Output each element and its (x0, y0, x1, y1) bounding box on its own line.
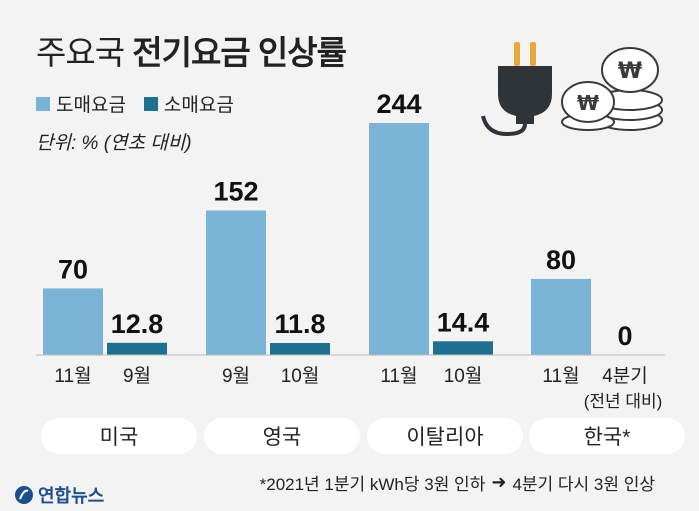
bar-2-1 (433, 341, 493, 355)
month-label-3-1: 4분기 (602, 365, 648, 387)
legend-item-retail: 소매요금 (143, 90, 234, 117)
legend-label-retail: 소매요금 (163, 95, 234, 116)
value-label-2-0: 244 (376, 89, 421, 119)
country-label-0: 미국 (41, 418, 197, 454)
right-arrow-icon: ➜ (491, 472, 507, 492)
plug-icon (481, 42, 552, 137)
month-label-0-0: 11월 (54, 365, 91, 387)
value-label-1-0: 152 (213, 176, 258, 206)
value-label-2-1: 14.4 (437, 307, 490, 337)
bar-2-0 (369, 123, 429, 355)
month-label-1-0: 9월 (222, 365, 250, 387)
bar-0-1 (107, 342, 167, 355)
legend-swatch-retail (143, 96, 158, 111)
footnote: *2021년 1분기 kWh당 3원 인하 ➜ 4분기 다시 3원 인상 (260, 470, 655, 495)
legend-item-wholesale: 도매요금 (36, 90, 126, 117)
svg-text:₩: ₩ (577, 91, 599, 115)
country-label-1: 영국 (204, 418, 360, 454)
unit-label: 단위: % (연초 대비) (36, 133, 192, 154)
legend-label-wholesale: 도매요금 (56, 95, 126, 116)
value-label-3-0: 80 (546, 245, 576, 275)
footnote-left: *2021년 1분기 kWh당 3원 인하 (259, 475, 486, 494)
bar-3-0 (531, 278, 591, 355)
title-main: 전기요금 인상률 (132, 34, 347, 71)
chart-title: 주요국 전기요금 인상률 (36, 26, 347, 74)
logo-text: 연합뉴스 (38, 486, 105, 506)
footnote-right: 4분기 다시 3원 인상 (512, 475, 655, 494)
coin-stack-icon: ₩ ₩ (561, 47, 663, 131)
country-label-3: 한국* (529, 418, 685, 454)
value-label-0-0: 70 (58, 254, 88, 284)
month-sublabel-3-1: (전년 대비) (584, 392, 663, 411)
month-label-3-0: 11월 (542, 365, 579, 387)
value-label-1-1: 11.8 (274, 309, 325, 339)
country-label-2: 이탈리아 (367, 418, 523, 454)
legend: 도매요금 소매요금 (36, 90, 252, 117)
month-label-2-0: 11월 (380, 365, 417, 387)
value-label-0-1: 12.8 (111, 309, 164, 339)
legend-swatch-wholesale (36, 96, 50, 111)
bar-1-1 (270, 343, 330, 355)
svg-text:₩: ₩ (618, 59, 642, 84)
bar-0-0 (43, 288, 103, 355)
yonhap-logo-icon (15, 486, 33, 504)
value-label-3-1: 0 (617, 321, 632, 351)
plug-and-coins-illustration: ₩ ₩ (481, 42, 663, 137)
logo: 연합뉴스 (14, 482, 104, 508)
month-label-0-1: 9월 (123, 365, 151, 387)
month-label-2-1: 10월 (444, 365, 483, 387)
title-prefix: 주요국 (36, 34, 125, 71)
bar-1-0 (206, 210, 266, 355)
month-label-1-1: 10월 (281, 365, 320, 387)
